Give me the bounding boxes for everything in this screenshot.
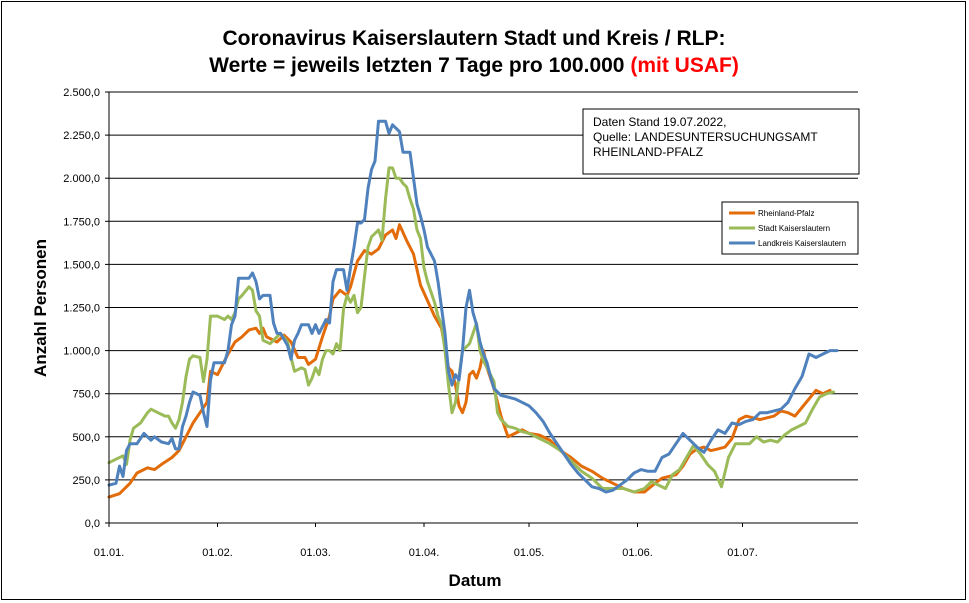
y-tick-label: 1.250,0 [63,303,100,315]
legend-label: Stadt Kaiserslautern [758,224,830,233]
gridlines [109,91,858,481]
legend-items: Rheinland-Pfalz Stadt Kaiserslautern Landk… [729,209,846,248]
y-axis-ticks: 0,0 250,0 500,0 750,0 1.000,0 1.250,0 1.500,0 1… [63,87,109,530]
y-axis-label: Anzahl Personen [31,239,50,377]
y-tick-label: 0,0 [85,518,100,530]
x-tick-label: 01.06. [622,547,653,559]
source-note-line1: Daten Stand 19.07.2022, [593,115,726,129]
series-lines [107,119,839,499]
chart-title-highlight: (mit USAF) [630,54,739,77]
y-tick-label: 1.500,0 [63,259,100,271]
series-line-3 [107,119,839,494]
legend-label: Landkreis Kaiserslautern [758,239,846,248]
y-tick-label: 1.000,0 [63,346,100,358]
y-tick-label: 1.750,0 [63,216,100,228]
y-tick-label: 500,0 [72,432,100,444]
x-axis-label: Datum [449,571,502,590]
x-tick-label: 01.02. [202,547,233,559]
y-tick-label: 2.250,0 [63,130,100,142]
y-tick-label: 250,0 [72,475,100,487]
x-tick-label: 01.05. [514,547,545,559]
x-tick-label: 01.04. [409,547,440,559]
series-line-2 [107,166,835,494]
source-note-line3: RHEINLAND-PFALZ [593,145,703,159]
chart-title-line2: Werte = jeweils letzten 7 Tage pro 100.0… [209,54,739,77]
series-line-1 [107,223,832,499]
chart-title-line2-main: Werte = jeweils letzten 7 Tage pro 100.0… [209,54,624,77]
chart-title-line1: Coronavirus Kaiserslautern Stadt und Kre… [223,27,726,50]
source-note-line2: Quelle: LANDESUNTERSUCHUNGSAMT [593,130,818,144]
source-note: Daten Stand 19.07.2022, Quelle: LANDESUN… [582,108,860,175]
y-tick-label: 750,0 [72,389,100,401]
y-tick-label: 2.500,0 [63,87,100,99]
legend-label: Rheinland-Pfalz [758,209,814,218]
x-tick-label: 01.07. [727,547,758,559]
x-tick-label: 01.01. [94,547,125,559]
x-axis-ticks: 01.01. 01.02. 01.03. 01.04. 01.05. 01.06. 01.0… [94,523,758,559]
legend: Rheinland-Pfalz Stadt Kaiserslautern Landk… [721,201,859,255]
source-note-box [582,108,860,175]
x-tick-label: 01.03. [300,547,331,559]
y-tick-label: 2.000,0 [63,173,100,185]
